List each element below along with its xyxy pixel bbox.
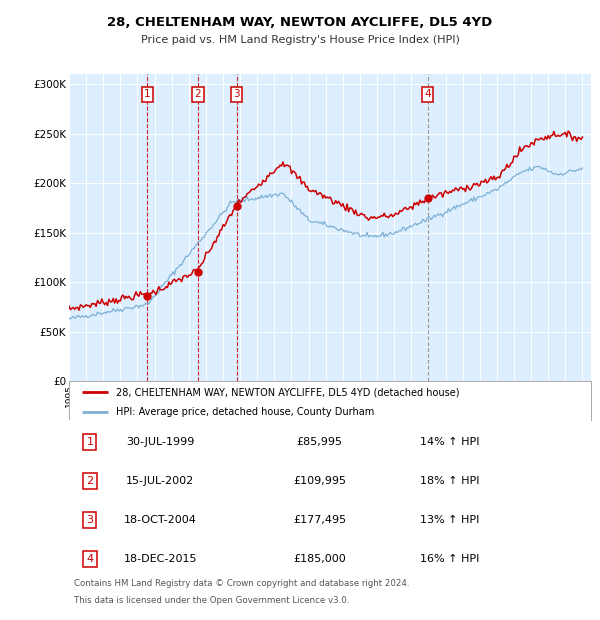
Text: 16% ↑ HPI: 16% ↑ HPI bbox=[421, 554, 480, 564]
Text: £85,995: £85,995 bbox=[296, 437, 343, 447]
Text: Contains HM Land Registry data © Crown copyright and database right 2024.: Contains HM Land Registry data © Crown c… bbox=[74, 579, 410, 588]
Text: 28, CHELTENHAM WAY, NEWTON AYCLIFFE, DL5 4YD: 28, CHELTENHAM WAY, NEWTON AYCLIFFE, DL5… bbox=[107, 17, 493, 29]
Text: 1: 1 bbox=[144, 89, 151, 99]
Text: £185,000: £185,000 bbox=[293, 554, 346, 564]
Text: This data is licensed under the Open Government Licence v3.0.: This data is licensed under the Open Gov… bbox=[74, 596, 350, 605]
Text: 15-JUL-2002: 15-JUL-2002 bbox=[126, 476, 194, 486]
Text: 13% ↑ HPI: 13% ↑ HPI bbox=[421, 515, 480, 525]
Text: 14% ↑ HPI: 14% ↑ HPI bbox=[421, 437, 480, 447]
Text: 18-OCT-2004: 18-OCT-2004 bbox=[124, 515, 197, 525]
Text: 3: 3 bbox=[233, 89, 240, 99]
Text: 28, CHELTENHAM WAY, NEWTON AYCLIFFE, DL5 4YD (detached house): 28, CHELTENHAM WAY, NEWTON AYCLIFFE, DL5… bbox=[116, 388, 460, 397]
Text: £109,995: £109,995 bbox=[293, 476, 346, 486]
Text: 2: 2 bbox=[194, 89, 202, 99]
Text: £177,495: £177,495 bbox=[293, 515, 346, 525]
Text: 4: 4 bbox=[424, 89, 431, 99]
Text: HPI: Average price, detached house, County Durham: HPI: Average price, detached house, Coun… bbox=[116, 407, 374, 417]
Text: 3: 3 bbox=[86, 515, 94, 525]
Text: 18% ↑ HPI: 18% ↑ HPI bbox=[421, 476, 480, 486]
Text: 4: 4 bbox=[86, 554, 94, 564]
Text: 18-DEC-2015: 18-DEC-2015 bbox=[124, 554, 197, 564]
Text: 30-JUL-1999: 30-JUL-1999 bbox=[126, 437, 194, 447]
Text: 2: 2 bbox=[86, 476, 94, 486]
Text: 1: 1 bbox=[86, 437, 94, 447]
Text: Price paid vs. HM Land Registry's House Price Index (HPI): Price paid vs. HM Land Registry's House … bbox=[140, 35, 460, 45]
